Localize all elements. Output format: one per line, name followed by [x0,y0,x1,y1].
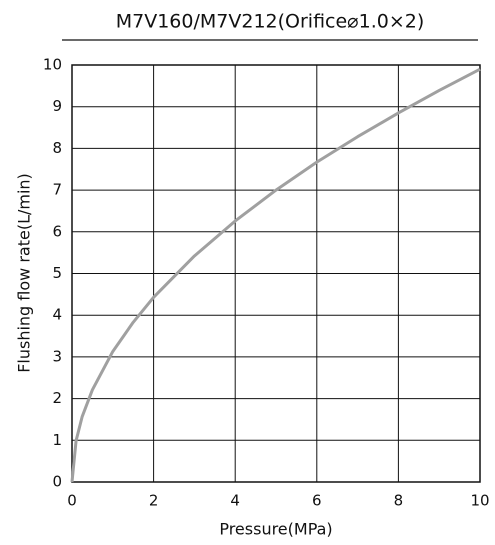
x-tick-label: 0 [67,492,77,510]
x-tick-label: 6 [312,492,322,510]
x-tick-label: 2 [149,492,159,510]
data-line [70,67,481,483]
y-tick-label: 5 [52,264,62,282]
chart-title: M7V160/M7V212(Orifice⌀1.0×2) [116,11,425,33]
x-axis-label: Pressure(MPa) [219,520,332,539]
y-tick-label: 2 [52,389,62,407]
y-tick-label: 1 [52,431,62,449]
plot-border [71,64,481,483]
y-tick-label: 9 [52,97,62,115]
y-tick-label: 4 [52,306,62,324]
y-tick-label: 6 [52,222,62,240]
y-tick-label: 3 [52,347,62,365]
x-tick-label: 8 [394,492,404,510]
y-tick-label: 10 [43,56,62,74]
y-tick-label: 8 [52,139,62,157]
x-tick-label: 4 [230,492,240,510]
y-axis-label: Flushing flow rate(L/min) [15,173,34,373]
y-tick-label: 0 [52,473,62,491]
x-tick-label: 10 [470,492,489,510]
y-tick-label: 7 [52,181,62,199]
